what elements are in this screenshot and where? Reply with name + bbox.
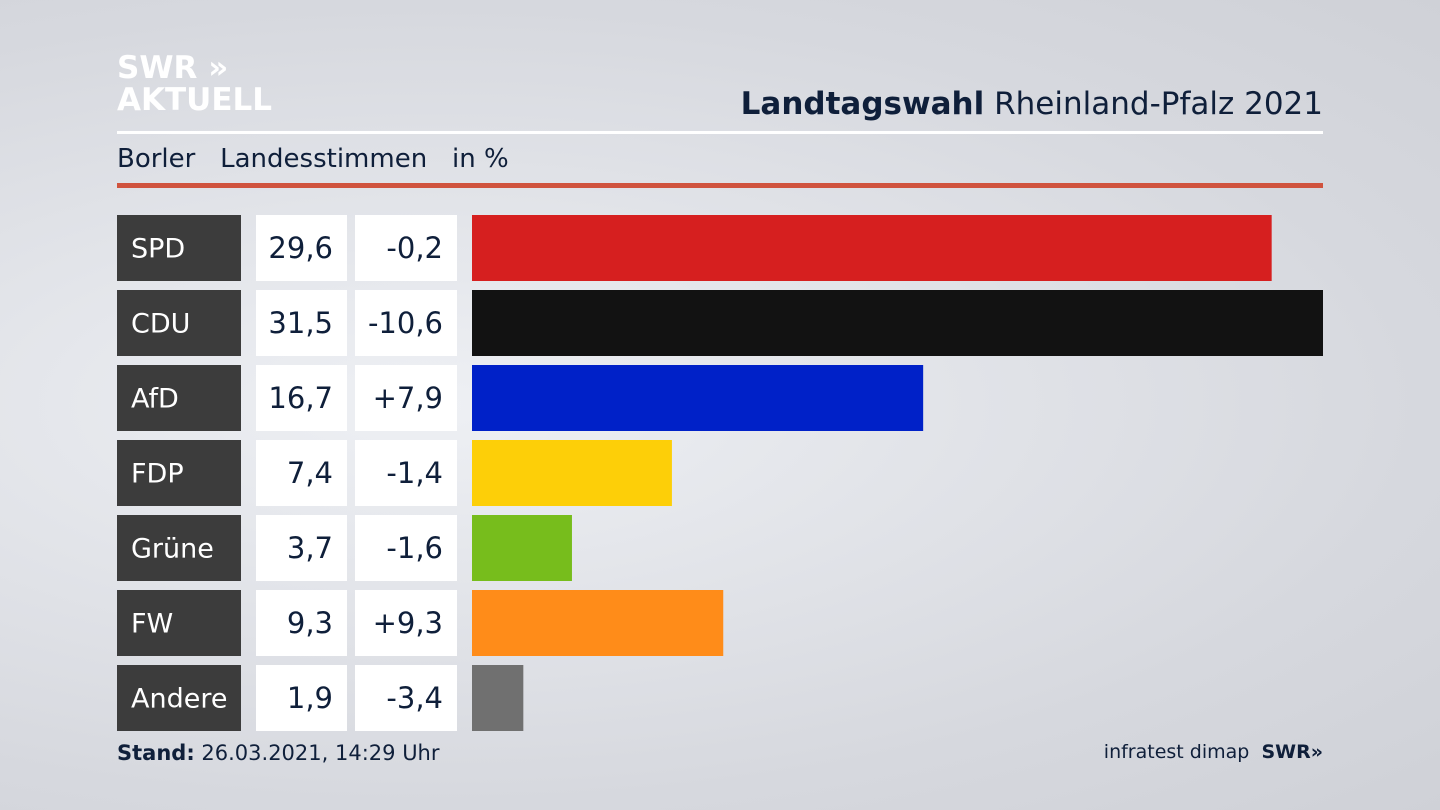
party-label: CDU xyxy=(131,309,190,340)
subtitle: Borler Landesstimmen in % xyxy=(117,144,509,174)
party-label: FDP xyxy=(131,459,184,490)
value-box xyxy=(256,590,347,656)
change-box xyxy=(355,215,457,281)
bar xyxy=(472,290,1323,356)
bar xyxy=(472,440,672,506)
change-box xyxy=(355,515,457,581)
logo-bottom: AKTUELL xyxy=(117,82,273,118)
stand-label: Stand: xyxy=(117,741,195,765)
party-box xyxy=(117,440,241,506)
footer-stand: Stand: 26.03.2021, 14:29 Uhr xyxy=(117,741,440,765)
bar xyxy=(472,590,724,656)
bar xyxy=(472,515,572,581)
party-box xyxy=(117,215,241,281)
value-box xyxy=(256,215,347,281)
title-bold: Landtagswahl xyxy=(740,86,985,122)
change-label: -3,4 xyxy=(386,681,443,715)
value-label: 3,7 xyxy=(287,531,333,565)
title: Landtagswahl Rheinland-Pfalz 2021 xyxy=(741,86,1323,122)
party-label: AfD xyxy=(131,384,179,415)
party-label: FW xyxy=(131,609,173,640)
value-label: 16,7 xyxy=(268,381,333,415)
change-box xyxy=(355,290,457,356)
subtitle-part: Borler xyxy=(117,144,196,174)
bar xyxy=(472,365,924,431)
value-box xyxy=(256,665,347,731)
party-label: Andere xyxy=(131,684,227,715)
change-box xyxy=(355,365,457,431)
change-label: +7,9 xyxy=(373,381,443,415)
party-box xyxy=(117,290,241,356)
change-label: +9,3 xyxy=(373,606,443,640)
value-box xyxy=(256,515,347,581)
accent-rule xyxy=(117,183,1323,188)
change-label: -10,6 xyxy=(368,306,443,340)
logo: SWR » AKTUELL xyxy=(117,50,273,118)
stand: 26.03.2021, 14:29 Uhr xyxy=(201,741,440,765)
value-box xyxy=(256,365,347,431)
party-label: SPD xyxy=(131,234,185,265)
party-box xyxy=(117,590,241,656)
value-label: 9,3 xyxy=(287,606,333,640)
value-label: 7,4 xyxy=(287,456,333,490)
bar xyxy=(472,215,1272,281)
source: infratest dimap xyxy=(1103,741,1250,763)
party-box xyxy=(117,365,241,431)
party-box xyxy=(117,665,241,731)
value-label: 31,5 xyxy=(268,306,333,340)
value-label: 1,9 xyxy=(287,681,333,715)
value-label: 29,6 xyxy=(268,231,333,265)
change-label: -0,2 xyxy=(386,231,443,265)
bar xyxy=(472,665,524,731)
change-box xyxy=(355,665,457,731)
party-box xyxy=(117,515,241,581)
change-label: -1,6 xyxy=(386,531,443,565)
subtitle-part: in % xyxy=(451,144,509,174)
logo-top: SWR xyxy=(117,50,198,86)
party-label: Grüne xyxy=(131,534,214,565)
subtitle-part: Landesstimmen xyxy=(220,144,428,174)
brand: SWR xyxy=(1261,741,1311,763)
value-box xyxy=(256,440,347,506)
footer-source: infratest dimap SWR» xyxy=(1103,741,1323,763)
change-label: -1,4 xyxy=(386,456,443,490)
value-box xyxy=(256,290,347,356)
change-box xyxy=(355,440,457,506)
title-rest: Rheinland-Pfalz 2021 xyxy=(994,86,1323,122)
rule xyxy=(117,131,1323,134)
change-box xyxy=(355,590,457,656)
